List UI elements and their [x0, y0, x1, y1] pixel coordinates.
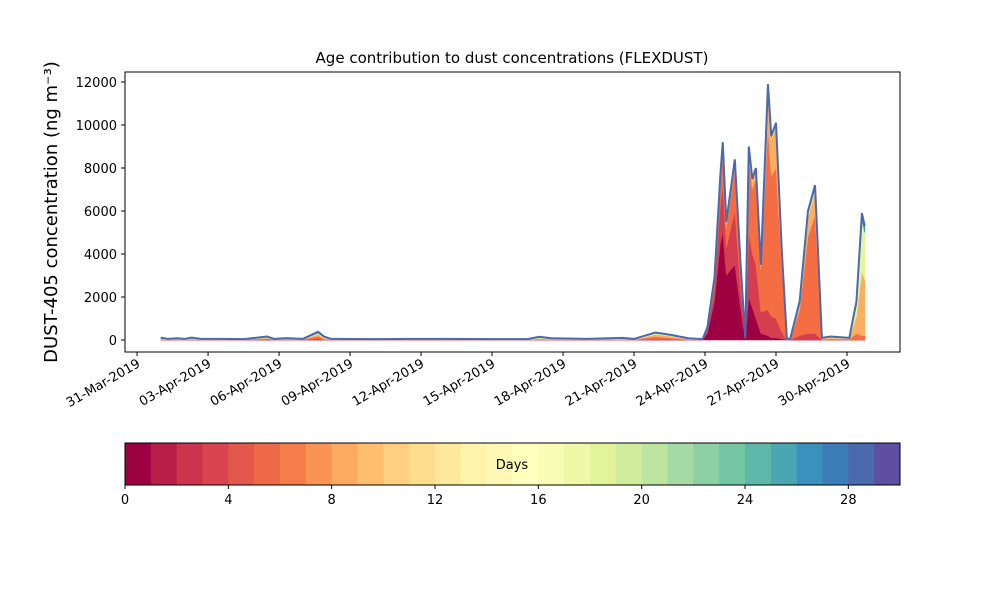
y-tick-label: 4000 — [84, 248, 117, 263]
colorbar-swatch — [150, 443, 178, 485]
x-tick-label: 09-Apr-2019 — [279, 356, 356, 409]
y-axis-label: DUST-405 concentration (ng m⁻³) — [41, 61, 62, 363]
x-tick-label: 27-Apr-2019 — [705, 356, 782, 409]
colorbar-swatch — [590, 443, 617, 485]
colorbar-swatch — [848, 443, 875, 485]
colorbar-swatch — [641, 443, 668, 485]
colorbar-swatch — [719, 443, 746, 485]
x-tick-label: 18-Apr-2019 — [492, 356, 569, 409]
colorbar-swatch — [822, 443, 849, 485]
x-tick-label: 15-Apr-2019 — [421, 356, 498, 409]
colorbar-swatch — [383, 443, 410, 485]
colorbar-tick-label: 20 — [633, 493, 650, 508]
area-outline — [160, 84, 866, 341]
colorbar-swatch — [409, 443, 436, 485]
colorbar-swatch — [280, 443, 307, 485]
plot-frame — [124, 71, 901, 353]
x-tick-label: 31-Mar-2019 — [64, 356, 143, 410]
colorbar-swatch — [615, 443, 643, 485]
colorbar-tick-label: 28 — [840, 493, 857, 508]
colorbar-tick-label: 12 — [427, 493, 444, 508]
colorbar-swatch — [486, 443, 513, 485]
colorbar-swatch — [874, 443, 901, 485]
colorbar-swatch — [228, 443, 255, 485]
colorbar-swatch — [331, 443, 358, 485]
colorbar-swatch — [564, 443, 591, 485]
colorbar-swatch — [512, 443, 539, 485]
colorbar-tick-label: 0 — [121, 493, 129, 508]
colorbar-swatch — [435, 443, 462, 485]
y-tick-label: 6000 — [84, 205, 117, 220]
colorbar-swatch — [693, 443, 720, 485]
colorbar-swatch — [745, 443, 772, 485]
colorbar-label: Days — [496, 458, 529, 473]
colorbar-swatch — [460, 443, 488, 485]
colorbar-frame — [124, 442, 901, 486]
x-tick-label: 12-Apr-2019 — [350, 356, 427, 409]
colorbar-swatch — [125, 443, 152, 485]
x-tick-label: 21-Apr-2019 — [563, 356, 640, 409]
x-tick-label: 03-Apr-2019 — [137, 356, 214, 409]
x-tick-label: 06-Apr-2019 — [208, 356, 285, 409]
colorbar-swatch — [305, 443, 333, 485]
y-tick-label: 10000 — [76, 119, 117, 134]
colorbar-swatch — [770, 443, 798, 485]
y-tick-label: 2000 — [84, 291, 117, 306]
x-tick-label: 24-Apr-2019 — [634, 356, 711, 409]
colorbar-swatch — [176, 443, 203, 485]
y-tick-label: 8000 — [84, 162, 117, 177]
colorbar-tick-label: 16 — [530, 493, 547, 508]
colorbar-tick-label: 24 — [737, 493, 754, 508]
chart-title: Age contribution to dust concentrations … — [316, 49, 709, 67]
colorbar-swatch — [254, 443, 281, 485]
colorbar-tick-label: 8 — [328, 493, 336, 508]
colorbar-swatch — [796, 443, 823, 485]
colorbar-swatch — [357, 443, 384, 485]
colorbar-tick-label: 4 — [224, 493, 232, 508]
y-tick-label: 12000 — [76, 76, 117, 91]
colorbar-swatch — [667, 443, 694, 485]
y-tick-label: 0 — [109, 334, 117, 349]
colorbar-swatch — [538, 443, 565, 485]
x-tick-label: 30-Apr-2019 — [776, 356, 853, 409]
colorbar-swatch — [202, 443, 229, 485]
